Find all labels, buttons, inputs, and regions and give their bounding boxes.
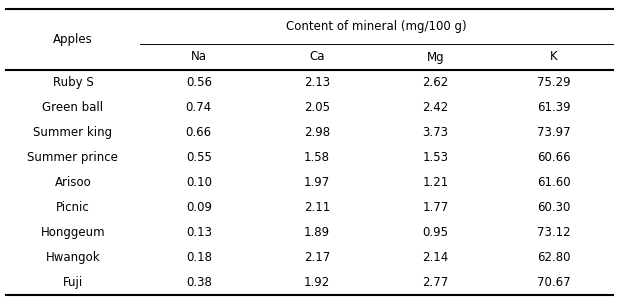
Text: Ruby S: Ruby S [53, 76, 93, 89]
Text: 0.13: 0.13 [186, 226, 212, 239]
Text: 2.77: 2.77 [422, 276, 449, 289]
Text: Summer king: Summer king [33, 126, 113, 139]
Text: 1.97: 1.97 [304, 176, 330, 189]
Text: 60.30: 60.30 [537, 201, 570, 214]
Text: 1.58: 1.58 [304, 151, 330, 164]
Text: Summer prince: Summer prince [27, 151, 118, 164]
Text: 0.38: 0.38 [186, 276, 212, 289]
Text: 2.13: 2.13 [304, 76, 330, 89]
Text: 2.62: 2.62 [422, 76, 449, 89]
Text: 0.74: 0.74 [186, 101, 212, 114]
Text: Ca: Ca [310, 50, 325, 64]
Text: 0.55: 0.55 [186, 151, 212, 164]
Text: 2.98: 2.98 [304, 126, 330, 139]
Text: 2.05: 2.05 [304, 101, 330, 114]
Text: Picnic: Picnic [56, 201, 90, 214]
Text: Mg: Mg [426, 50, 444, 64]
Text: Content of mineral (mg/100 g): Content of mineral (mg/100 g) [286, 20, 467, 33]
Text: 0.56: 0.56 [186, 76, 212, 89]
Text: 2.42: 2.42 [422, 101, 449, 114]
Text: 0.95: 0.95 [422, 226, 448, 239]
Text: Fuji: Fuji [63, 276, 83, 289]
Text: 62.80: 62.80 [537, 251, 571, 264]
Text: 0.10: 0.10 [186, 176, 212, 189]
Text: 61.60: 61.60 [537, 176, 571, 189]
Text: Honggeum: Honggeum [41, 226, 105, 239]
Text: 2.14: 2.14 [422, 251, 449, 264]
Text: 61.39: 61.39 [537, 101, 571, 114]
Text: 1.21: 1.21 [422, 176, 449, 189]
Text: Hwangok: Hwangok [46, 251, 100, 264]
Text: 70.67: 70.67 [537, 276, 571, 289]
Text: 1.77: 1.77 [422, 201, 449, 214]
Text: 75.29: 75.29 [537, 76, 571, 89]
Text: 2.11: 2.11 [304, 201, 330, 214]
Text: Arisoo: Arisoo [54, 176, 91, 189]
Text: 1.53: 1.53 [422, 151, 448, 164]
Text: 73.97: 73.97 [537, 126, 571, 139]
Text: Na: Na [191, 50, 207, 64]
Text: 3.73: 3.73 [422, 126, 448, 139]
Text: 0.66: 0.66 [186, 126, 212, 139]
Text: Apples: Apples [53, 33, 93, 46]
Text: 60.66: 60.66 [537, 151, 571, 164]
Text: 2.17: 2.17 [304, 251, 330, 264]
Text: 73.12: 73.12 [537, 226, 571, 239]
Text: 0.09: 0.09 [186, 201, 212, 214]
Text: Green ball: Green ball [42, 101, 103, 114]
Text: 1.92: 1.92 [304, 276, 330, 289]
Text: K: K [550, 50, 558, 64]
Text: 1.89: 1.89 [304, 226, 330, 239]
Text: 0.18: 0.18 [186, 251, 212, 264]
